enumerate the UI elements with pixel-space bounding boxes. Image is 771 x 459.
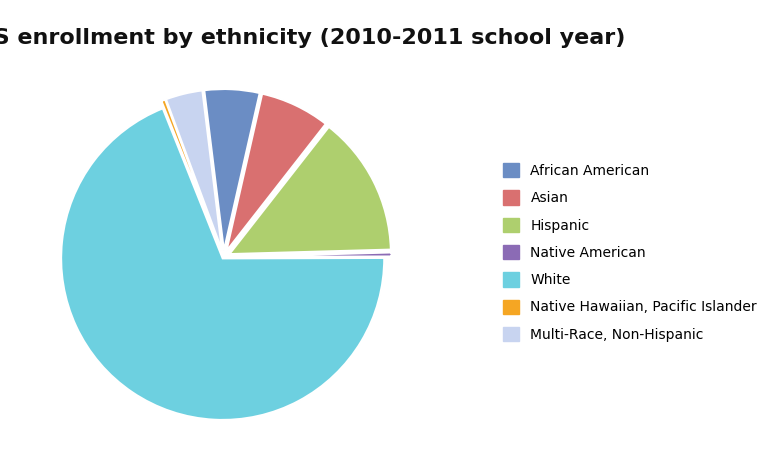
Wedge shape: [230, 252, 392, 257]
Text: FHS enrollment by ethnicity (2010-2011 school year): FHS enrollment by ethnicity (2010-2011 s…: [0, 28, 626, 48]
Wedge shape: [227, 94, 326, 251]
Wedge shape: [229, 127, 391, 254]
Wedge shape: [166, 90, 222, 251]
Wedge shape: [61, 108, 384, 420]
Wedge shape: [204, 89, 260, 251]
Wedge shape: [161, 100, 221, 251]
Legend: African American, Asian, Hispanic, Native American, White, Native Hawaiian, Paci: African American, Asian, Hispanic, Nativ…: [496, 156, 764, 349]
